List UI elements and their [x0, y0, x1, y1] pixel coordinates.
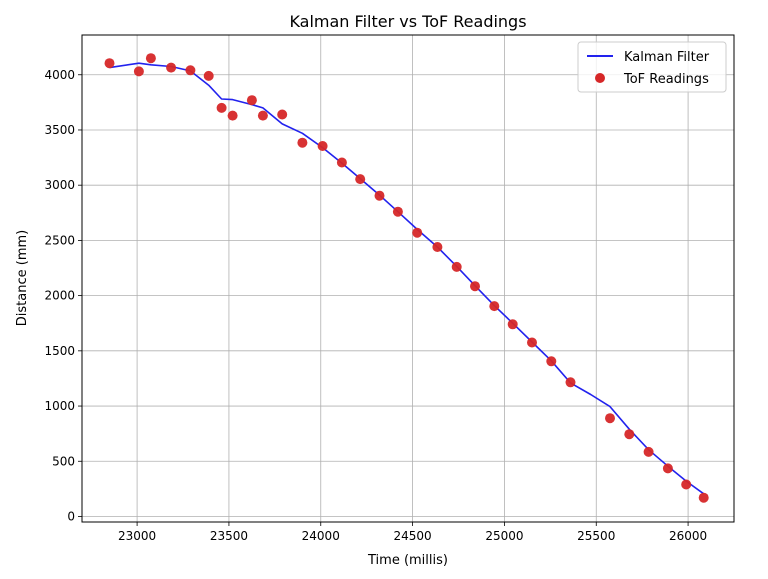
tof-reading-point [565, 377, 576, 388]
x-tick-label: 23000 [118, 529, 156, 543]
legend: Kalman Filter ToF Readings [577, 41, 727, 93]
tof-reading-point [605, 413, 615, 424]
y-tick-label: 4000 [44, 68, 75, 82]
tof-reading-point [470, 281, 480, 292]
tof-reading-point [104, 58, 115, 69]
y-tick-label: 0 [67, 509, 75, 523]
tof-reading-point [412, 227, 423, 238]
tof-reading-point [227, 110, 238, 121]
tof-reading-point [216, 102, 227, 113]
tof-reading-point [277, 109, 288, 120]
tof-reading-point [527, 337, 537, 348]
legend-dot-swatch [595, 73, 605, 83]
tof-reading-point [257, 110, 268, 121]
y-tick-label: 2000 [44, 289, 75, 303]
tof-reading-point [355, 174, 366, 185]
tof-reading-point [681, 479, 692, 490]
tof-reading-point [374, 190, 385, 201]
y-tick-label: 1500 [44, 344, 75, 358]
y-axis-label: Distance (mm) [15, 230, 30, 326]
y-tick-label: 500 [52, 454, 75, 468]
tof-reading-point [624, 429, 635, 440]
plot-area-frame [81, 34, 735, 523]
x-tick-label: 23500 [210, 529, 248, 543]
tof-reading-point [432, 242, 443, 252]
y-axis: 0 500 1000 1500 2000 2500 3000 3500 4000 [44, 68, 82, 523]
tof-reading-point [203, 70, 214, 81]
tof-reading-point [336, 157, 347, 168]
tof-reading-point [698, 492, 709, 503]
tof-reading-point [246, 95, 257, 106]
tof-reading-point [392, 206, 403, 217]
x-axis-label: Time (millis) [367, 553, 448, 568]
tof-reading-point [662, 463, 673, 474]
tof-readings-series [104, 53, 709, 503]
y-tick-label: 1000 [44, 399, 75, 413]
y-tick-label: 2500 [44, 233, 75, 247]
y-tick-label: 3500 [44, 123, 75, 137]
x-axis: 23000 23500 24000 24500 25000 25500 26000 [118, 522, 707, 543]
kalman-filter-line [109, 62, 705, 495]
y-tick-label: 3000 [44, 178, 75, 192]
legend-box [577, 41, 727, 93]
tof-reading-point [451, 261, 462, 272]
x-tick-label: 24000 [302, 529, 340, 543]
tof-reading-point [546, 356, 557, 367]
tof-reading-point [145, 53, 156, 64]
tof-reading-point [166, 62, 177, 73]
kalman-filter-series [109, 62, 705, 495]
tof-reading-point [317, 141, 328, 151]
grid [82, 35, 734, 522]
tof-reading-point [133, 66, 144, 77]
tof-reading-point [643, 446, 654, 457]
chart-title: Kalman Filter vs ToF Readings [289, 12, 526, 31]
x-tick-label: 24500 [393, 529, 431, 543]
tof-reading-point [489, 301, 500, 312]
tof-reading-point [185, 65, 196, 76]
x-tick-label: 25500 [577, 529, 615, 543]
legend-label-kalman-filter: Kalman Filter [624, 50, 710, 65]
tof-reading-point [297, 137, 308, 148]
x-tick-label: 25000 [485, 529, 523, 543]
x-tick-label: 26000 [669, 529, 707, 543]
legend-label-tof-readings: ToF Readings [623, 72, 709, 87]
tof-reading-point [507, 319, 518, 330]
